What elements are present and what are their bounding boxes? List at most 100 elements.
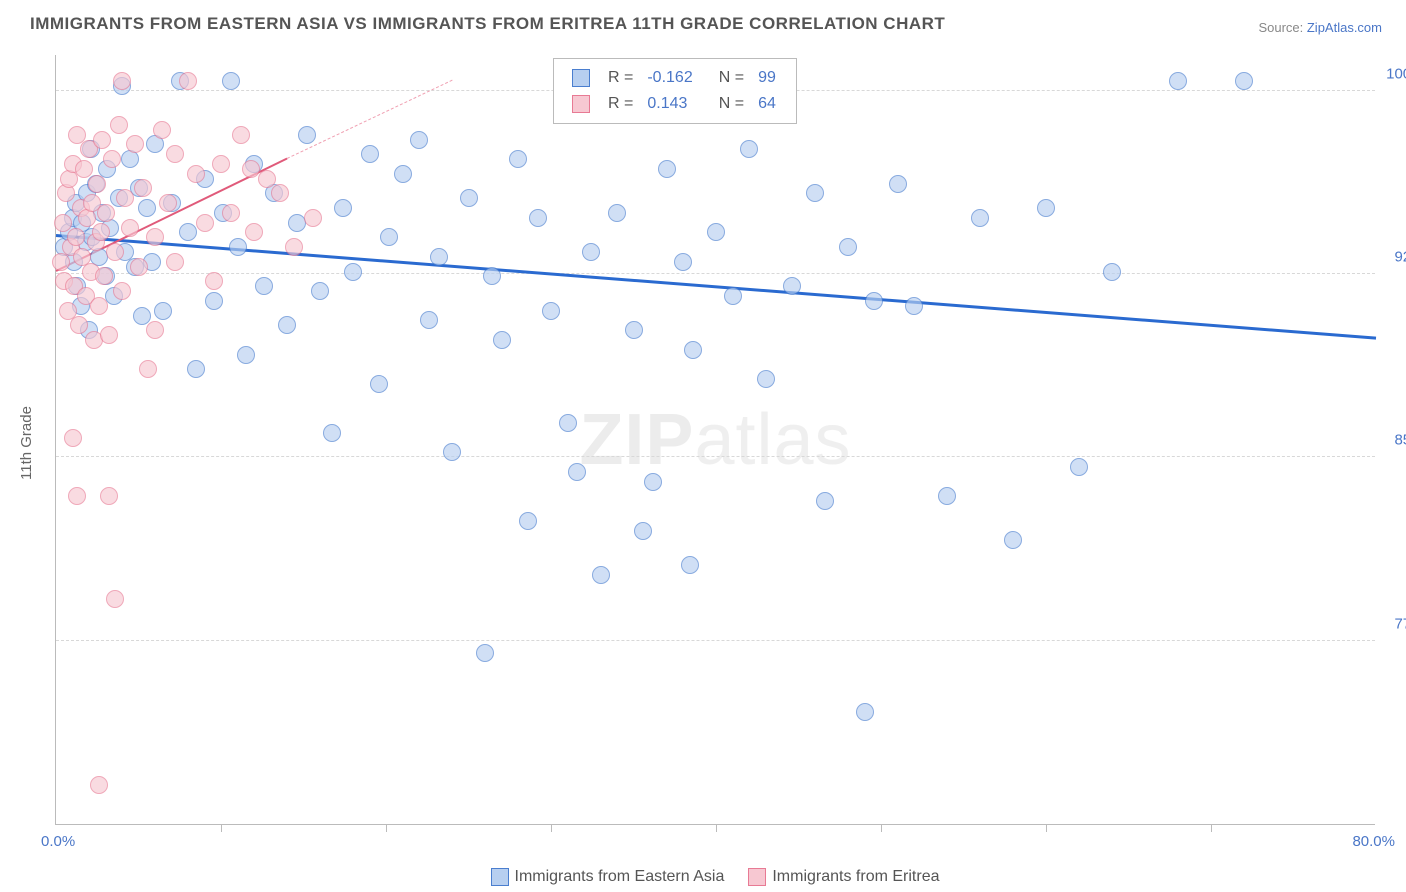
scatter-point bbox=[95, 267, 113, 285]
scatter-point bbox=[568, 463, 586, 481]
scatter-point bbox=[146, 321, 164, 339]
scatter-point bbox=[460, 189, 478, 207]
source-attribution: Source: ZipAtlas.com bbox=[1258, 20, 1382, 35]
scatter-point bbox=[304, 209, 322, 227]
source-label: Source: bbox=[1258, 20, 1306, 35]
scatter-point bbox=[674, 253, 692, 271]
y-tick-label: 92.5% bbox=[1394, 249, 1406, 266]
scatter-point bbox=[1235, 72, 1253, 90]
scatter-point bbox=[1169, 72, 1187, 90]
scatter-point bbox=[134, 179, 152, 197]
scatter-point bbox=[334, 199, 352, 217]
scatter-point bbox=[865, 292, 883, 310]
scatter-point bbox=[100, 326, 118, 344]
scatter-point bbox=[90, 297, 108, 315]
scatter-point bbox=[394, 165, 412, 183]
scatter-point bbox=[783, 277, 801, 295]
scatter-point bbox=[608, 204, 626, 222]
scatter-point bbox=[344, 263, 362, 281]
scatter-point bbox=[509, 150, 527, 168]
scatter-point bbox=[126, 135, 144, 153]
scatter-point bbox=[103, 150, 121, 168]
scatter-point bbox=[222, 204, 240, 222]
scatter-point bbox=[542, 302, 560, 320]
scatter-point bbox=[64, 429, 82, 447]
chart-title: IMMIGRANTS FROM EASTERN ASIA VS IMMIGRAN… bbox=[30, 14, 945, 34]
scatter-point bbox=[154, 302, 172, 320]
x-tick-label: 0.0% bbox=[41, 833, 75, 850]
legend-swatch bbox=[572, 69, 590, 87]
series-swatch bbox=[748, 868, 766, 886]
scatter-point bbox=[1103, 263, 1121, 281]
scatter-point bbox=[288, 214, 306, 232]
y-tick-label: 77.5% bbox=[1394, 615, 1406, 632]
scatter-point bbox=[205, 272, 223, 290]
scatter-point bbox=[242, 160, 260, 178]
scatter-point bbox=[724, 287, 742, 305]
scatter-point bbox=[97, 204, 115, 222]
scatter-point bbox=[196, 214, 214, 232]
scatter-point bbox=[67, 228, 85, 246]
scatter-point bbox=[889, 175, 907, 193]
scatter-point bbox=[139, 360, 157, 378]
series-swatch bbox=[491, 868, 509, 886]
series-name: Immigrants from Eritrea bbox=[772, 868, 939, 885]
x-tick bbox=[551, 824, 552, 832]
scatter-point bbox=[806, 184, 824, 202]
trend-line bbox=[56, 234, 1376, 340]
scatter-point bbox=[493, 331, 511, 349]
watermark-light: atlas bbox=[694, 400, 851, 480]
scatter-point bbox=[1037, 199, 1055, 217]
scatter-point bbox=[133, 307, 151, 325]
scatter-point bbox=[681, 556, 699, 574]
scatter-point bbox=[212, 155, 230, 173]
scatter-point bbox=[116, 189, 134, 207]
scatter-point bbox=[311, 282, 329, 300]
scatter-point bbox=[582, 243, 600, 261]
watermark-bold: ZIP bbox=[579, 400, 694, 480]
scatter-point bbox=[222, 72, 240, 90]
scatter-point bbox=[559, 414, 577, 432]
scatter-point bbox=[592, 566, 610, 584]
legend-n-label: N = bbox=[701, 92, 750, 116]
scatter-point bbox=[106, 590, 124, 608]
scatter-point bbox=[707, 223, 725, 241]
scatter-point bbox=[113, 72, 131, 90]
series-name: Immigrants from Eastern Asia bbox=[515, 868, 725, 885]
scatter-point bbox=[255, 277, 273, 295]
legend-r-label: R = bbox=[602, 66, 639, 90]
scatter-point bbox=[75, 160, 93, 178]
scatter-point bbox=[625, 321, 643, 339]
scatter-point bbox=[70, 316, 88, 334]
scatter-point bbox=[130, 258, 148, 276]
scatter-point bbox=[159, 194, 177, 212]
scatter-point bbox=[323, 424, 341, 442]
scatter-point bbox=[54, 214, 72, 232]
scatter-point bbox=[298, 126, 316, 144]
scatter-point bbox=[684, 341, 702, 359]
scatter-point bbox=[90, 776, 108, 794]
scatter-point bbox=[146, 228, 164, 246]
legend-r-value: -0.162 bbox=[641, 66, 698, 90]
scatter-point bbox=[166, 145, 184, 163]
x-tick bbox=[1046, 824, 1047, 832]
scatter-point bbox=[370, 375, 388, 393]
legend-row: R =0.143N =64 bbox=[566, 92, 782, 116]
watermark: ZIPatlas bbox=[579, 399, 851, 481]
scatter-point bbox=[483, 267, 501, 285]
scatter-point bbox=[229, 238, 247, 256]
scatter-point bbox=[476, 644, 494, 662]
scatter-point bbox=[113, 282, 131, 300]
scatter-plot-area: ZIPatlas 77.5%85.0%92.5%100.0%0.0%80.0% bbox=[55, 55, 1375, 825]
series-legend: Immigrants from Eastern Asia Immigrants f… bbox=[0, 868, 1406, 886]
scatter-point bbox=[905, 297, 923, 315]
scatter-point bbox=[93, 131, 111, 149]
x-tick bbox=[386, 824, 387, 832]
legend-r-label: R = bbox=[602, 92, 639, 116]
scatter-point bbox=[278, 316, 296, 334]
scatter-point bbox=[100, 487, 118, 505]
source-link[interactable]: ZipAtlas.com bbox=[1307, 20, 1382, 35]
scatter-point bbox=[1070, 458, 1088, 476]
scatter-point bbox=[92, 223, 110, 241]
scatter-point bbox=[816, 492, 834, 510]
